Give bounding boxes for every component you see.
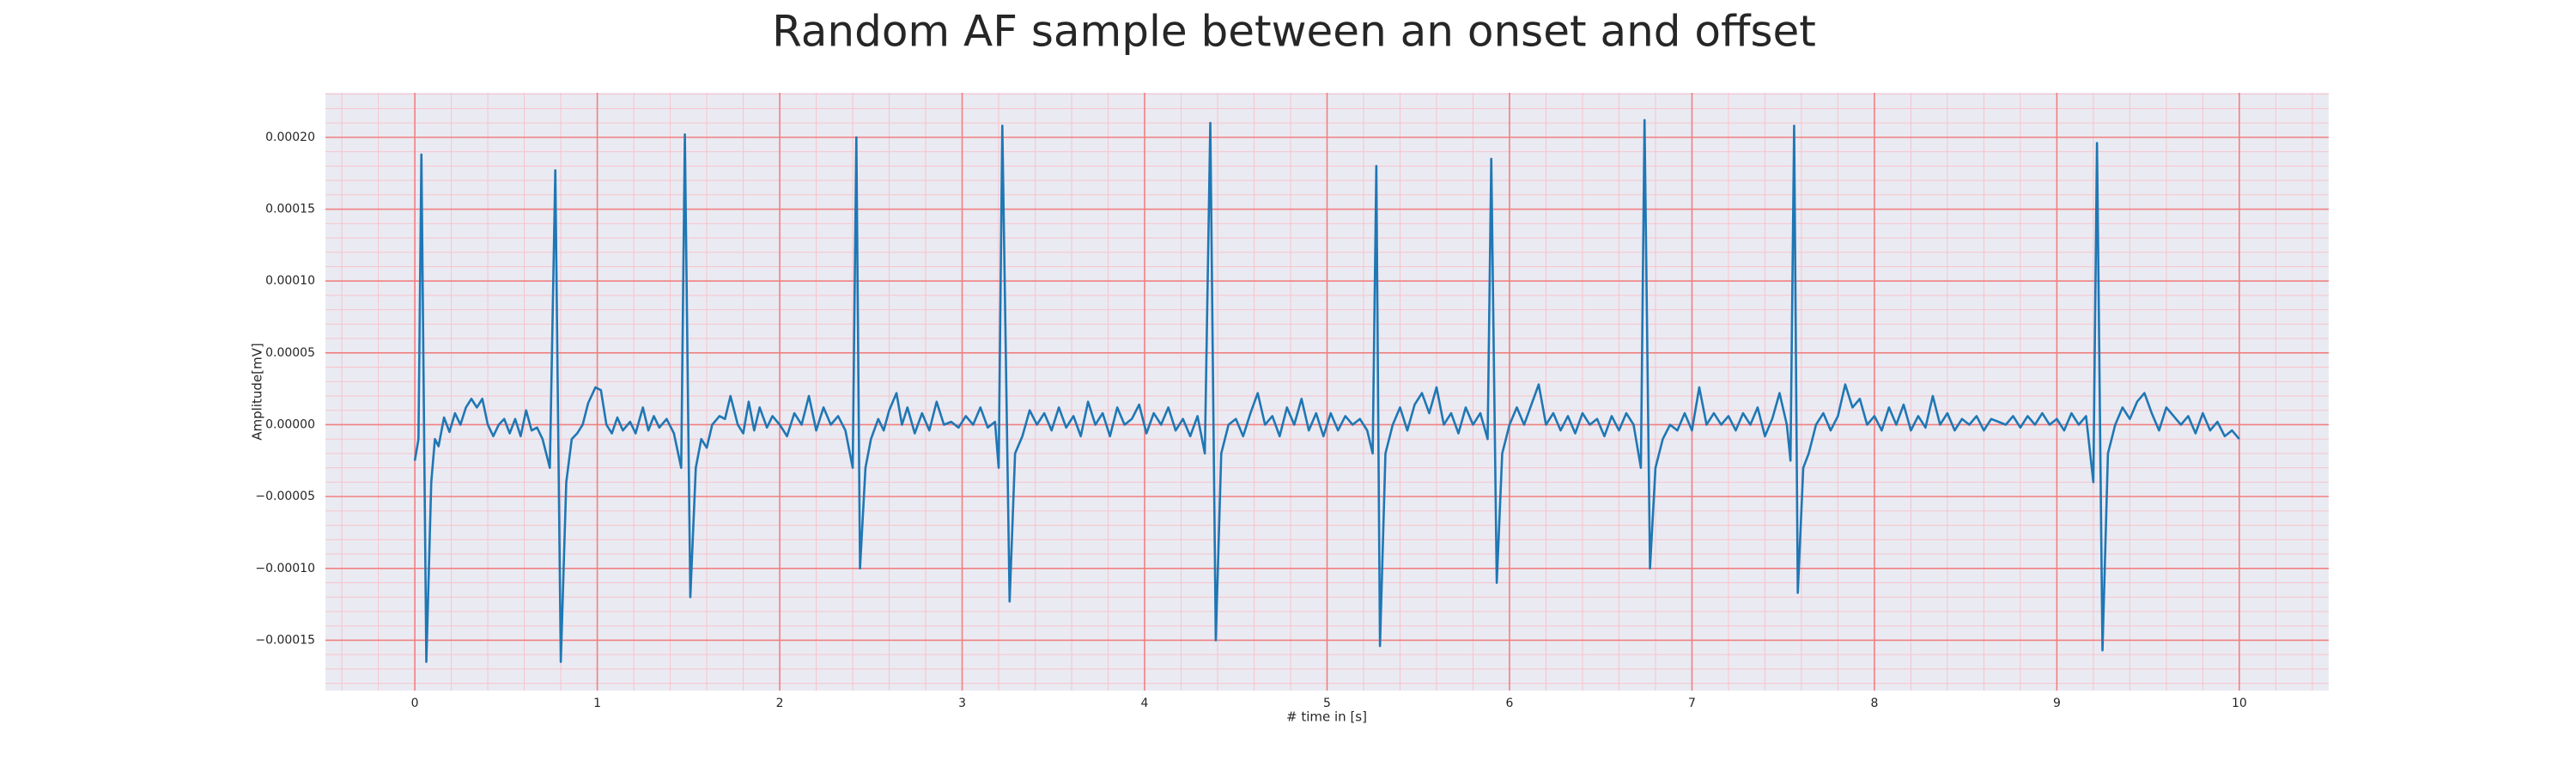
x-tick-label: 0: [411, 697, 419, 710]
chart-title: Random AF sample between an onset and of…: [772, 7, 1816, 57]
y-tick-label: 0.00010: [265, 274, 315, 288]
x-axis-label: # time in [s]: [1286, 709, 1367, 725]
x-tick-label: 10: [2232, 697, 2247, 710]
y-tick-label: 0.00015: [265, 203, 315, 216]
x-tick-label: 4: [1141, 697, 1149, 710]
y-tick-label: 0.00005: [265, 346, 315, 360]
x-tick-label: 3: [958, 697, 966, 710]
x-tick-label: 8: [1870, 697, 1878, 710]
x-tick-label: 9: [2053, 697, 2061, 710]
x-tick-label: 5: [1323, 697, 1331, 710]
y-tick-label: −0.00015: [255, 633, 315, 647]
y-tick-label: 0.00000: [265, 417, 315, 431]
y-tick-label: −0.00010: [255, 562, 315, 575]
y-tick-label: −0.00005: [255, 490, 315, 503]
x-tick-label: 1: [593, 697, 601, 710]
y-axis-label: Amplitude[mV]: [250, 343, 265, 440]
data-line: [413, 119, 2240, 663]
x-tick-label: 2: [776, 697, 784, 710]
x-tick-label: 6: [1506, 697, 1514, 710]
y-tick-label: 0.00020: [265, 131, 315, 144]
x-tick-label: 7: [1688, 697, 1696, 710]
